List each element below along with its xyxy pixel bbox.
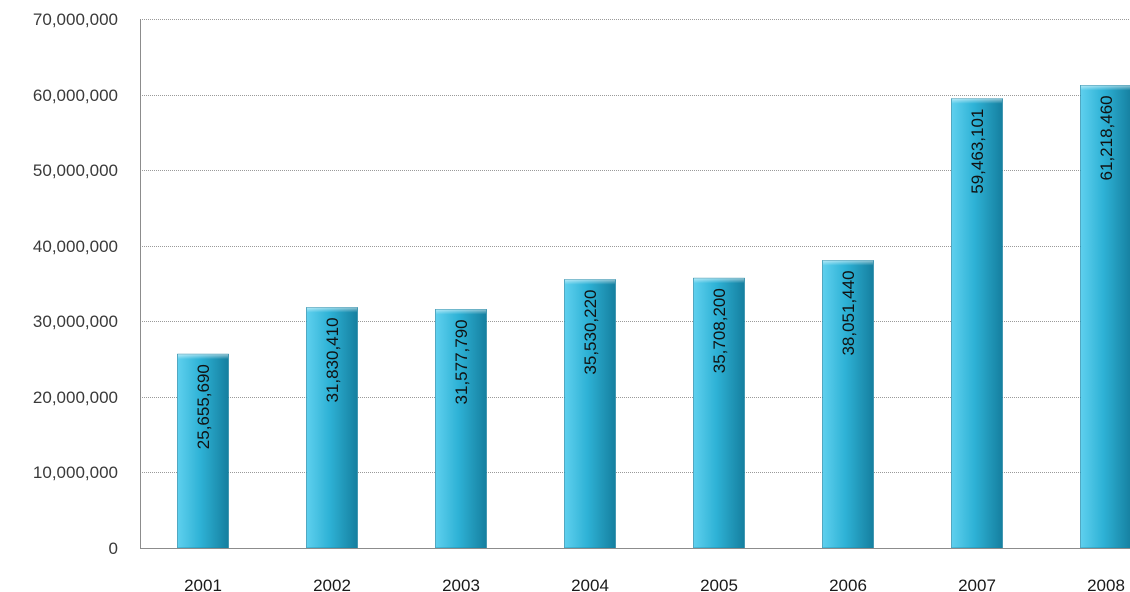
x-tick-label: 2008 xyxy=(1087,576,1125,592)
bar xyxy=(951,98,1003,549)
bar xyxy=(564,279,616,549)
x-tick-label: 2006 xyxy=(829,576,867,592)
y-tick-label: 40,000,000 xyxy=(33,237,118,256)
y-tick-label: 30,000,000 xyxy=(33,312,118,331)
y-axis-tick-labels: 0 10,000,000 20,000,000 30,000,000 40,000,00… xyxy=(33,10,118,558)
bar-top-highlight xyxy=(307,307,357,313)
y-tick-label: 10,000,000 xyxy=(33,463,118,482)
y-tick-label: 50,000,000 xyxy=(33,161,118,180)
x-tick-label: 2005 xyxy=(700,576,738,592)
x-tick-label: 2003 xyxy=(442,576,480,592)
axes xyxy=(140,19,1130,549)
bar-top-highlight xyxy=(178,354,228,360)
data-label: 35,530,220 xyxy=(581,289,600,374)
bar xyxy=(306,307,358,549)
y-tick-label: 0 xyxy=(109,539,118,558)
x-tick-label: 2001 xyxy=(184,576,222,592)
data-label: 31,830,410 xyxy=(323,317,342,402)
bar xyxy=(1080,85,1130,549)
bar-top-highlight xyxy=(952,98,1002,104)
data-label: 25,655,690 xyxy=(194,364,213,449)
data-label: 31,577,790 xyxy=(452,319,471,404)
data-label: 59,463,101 xyxy=(968,109,987,194)
bar-top-highlight xyxy=(694,278,744,284)
y-tick-label: 20,000,000 xyxy=(33,388,118,407)
bar xyxy=(822,260,874,549)
data-label: 61,218,460 xyxy=(1097,95,1116,180)
data-label: 35,708,200 xyxy=(710,288,729,373)
bar-top-highlight xyxy=(823,260,873,266)
bar xyxy=(435,309,487,549)
x-tick-label: 2007 xyxy=(958,576,996,592)
gridlines xyxy=(140,19,1130,473)
bars xyxy=(177,85,1130,549)
x-axis-tick-labels: 2001 2002 2003 2004 2005 2006 2007 2008 xyxy=(184,576,1125,592)
bar xyxy=(693,277,745,549)
bar-top-highlight xyxy=(436,309,486,315)
bar-top-highlight xyxy=(1081,85,1130,91)
data-labels: 25,655,690 31,830,410 31,577,790 35,530,220… xyxy=(194,95,1116,449)
x-tick-label: 2002 xyxy=(313,576,351,592)
y-tick-label: 70,000,000 xyxy=(33,10,118,29)
bar-top-highlight xyxy=(565,279,615,285)
y-tick-label: 60,000,000 xyxy=(33,86,118,105)
data-label: 38,051,440 xyxy=(839,270,858,355)
x-tick-label: 2004 xyxy=(571,576,609,592)
